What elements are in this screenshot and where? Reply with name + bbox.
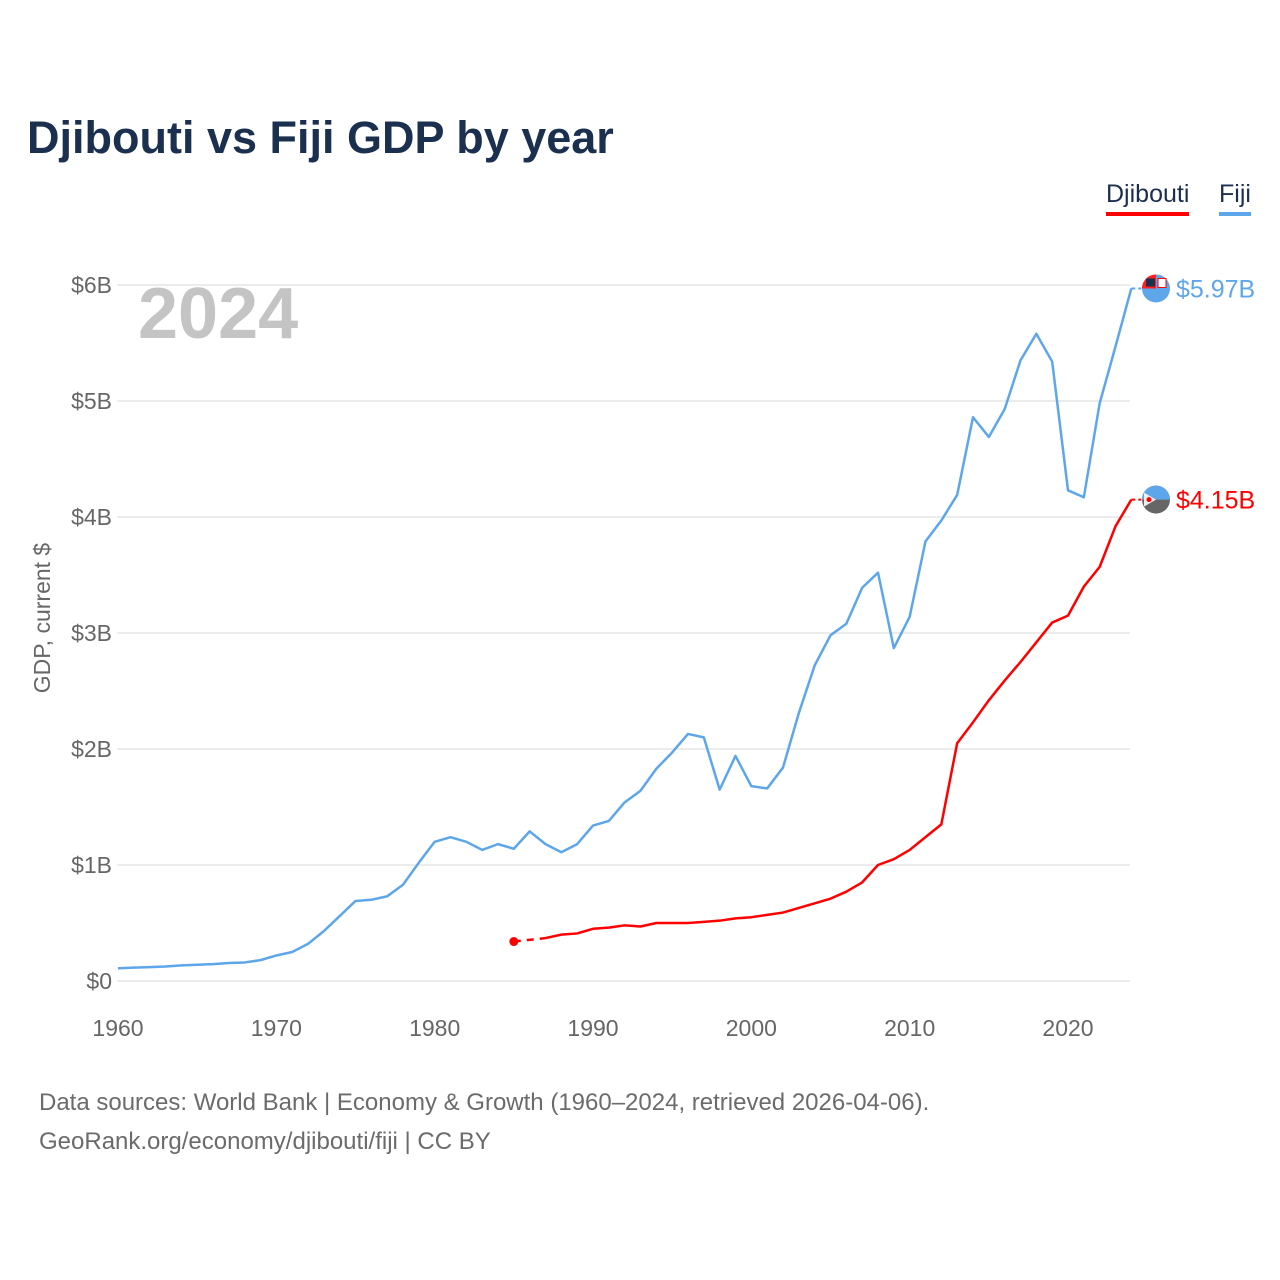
x-tick-label: 1970 <box>251 1015 302 1041</box>
x-tick-label: 2020 <box>1042 1015 1093 1041</box>
x-tick-label: 2000 <box>726 1015 777 1041</box>
fiji-end-label: $5.97B <box>1176 275 1255 303</box>
legend-djibouti[interactable]: Djibouti <box>1106 180 1190 216</box>
y-tick-label: $1B <box>71 852 112 878</box>
source-note: Data sources: World Bank | Economy & Gro… <box>39 1089 930 1116</box>
legend-fiji[interactable]: Fiji <box>1219 180 1251 216</box>
djibouti-gap-line <box>513 936 546 943</box>
source-link[interactable]: GeoRank.org/economy/djibouti/fiji | CC B… <box>39 1128 491 1155</box>
x-tick-label: 2010 <box>884 1015 935 1041</box>
fiji-line <box>117 288 1133 970</box>
fiji-flag-icon <box>1142 274 1170 303</box>
y-tick-label: $0 <box>86 968 112 994</box>
djibouti-line <box>545 498 1133 940</box>
x-tick-label: 1990 <box>567 1015 618 1041</box>
djibouti-end-label: $4.15B <box>1176 487 1255 515</box>
y-tick-label: $6B <box>71 272 112 298</box>
chart-title: Djibouti vs Fiji GDP by year <box>27 112 614 163</box>
x-tick-label: 1980 <box>409 1015 460 1041</box>
y-tick-label: $3B <box>71 620 112 646</box>
y-tick-label: $5B <box>71 388 112 414</box>
footer: Data sources: World Bank | Economy & Gro… <box>39 1083 929 1161</box>
x-tick-label: 1960 <box>92 1015 143 1041</box>
y-axis-label: GDP, current $ <box>29 543 55 694</box>
year-watermark: 2024 <box>138 274 298 354</box>
y-tick-label: $2B <box>71 736 112 762</box>
djibouti-flag-icon <box>1142 485 1170 514</box>
y-tick-label: $4B <box>71 504 112 530</box>
